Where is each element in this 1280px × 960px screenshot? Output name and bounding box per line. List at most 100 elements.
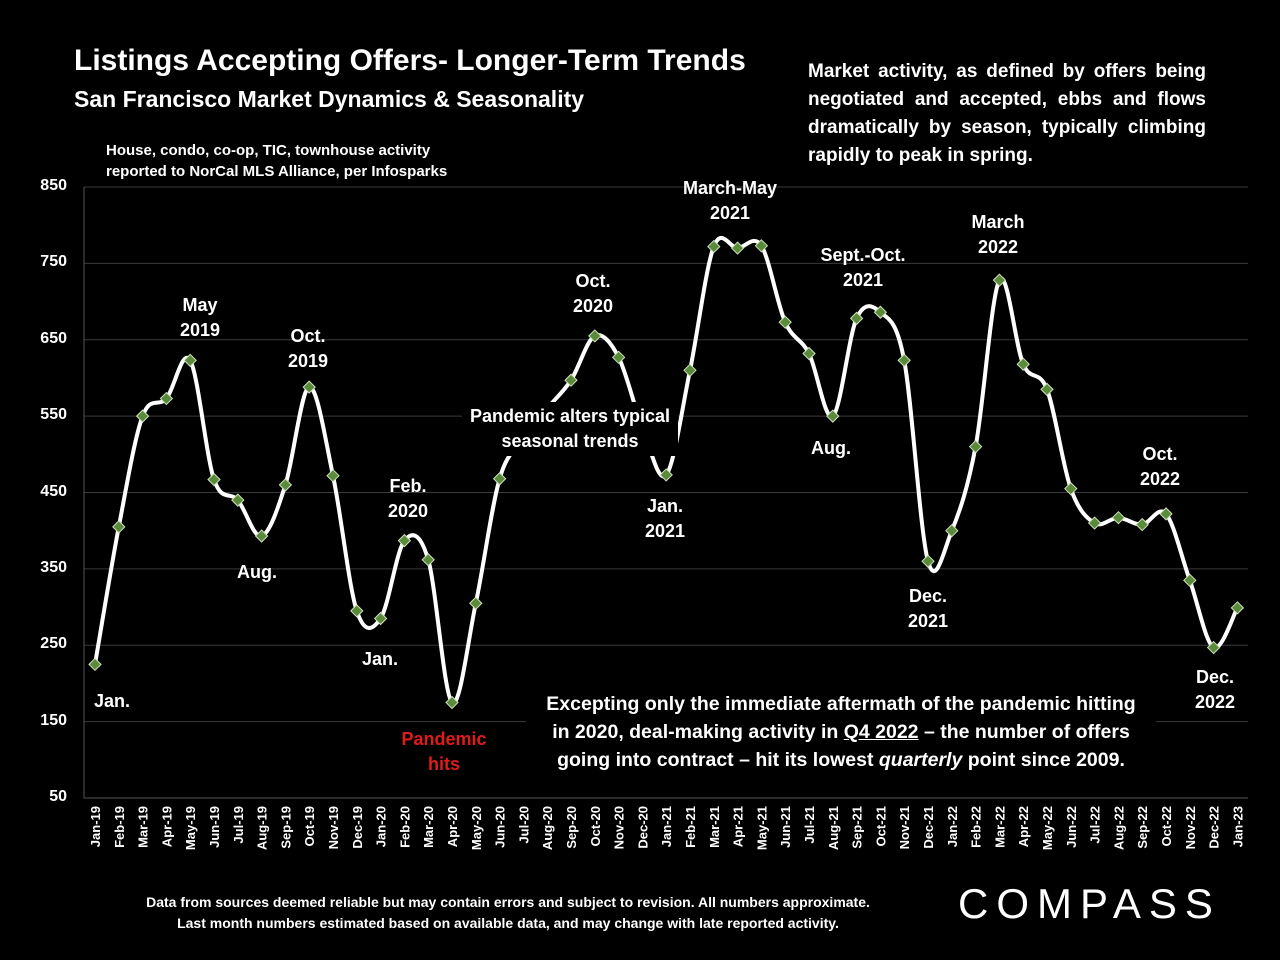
annot-aug-2019: Aug. <box>237 562 277 582</box>
data-point-marker <box>231 493 245 507</box>
annot-text: in 2020, deal-making activity in <box>552 721 844 743</box>
data-point-marker <box>754 239 769 253</box>
data-point-marker <box>350 604 364 618</box>
data-point-marker <box>492 472 507 486</box>
y-tick-label: 550 <box>40 406 67 424</box>
x-tick-label: Feb-20 <box>397 806 412 848</box>
annot-q4-2022-note: Excepting only the immediate aftermath o… <box>526 688 1156 776</box>
x-tick-label: Nov-21 <box>897 806 912 849</box>
footnote: Data from sources deemed reliable but ma… <box>90 892 926 934</box>
data-point-marker <box>373 611 388 626</box>
data-point-marker <box>421 553 435 567</box>
data-point-marker <box>254 529 269 543</box>
x-tick-label: Dec-21 <box>921 806 936 849</box>
data-point-marker <box>135 409 150 423</box>
x-tick-label: Sep-20 <box>564 806 579 849</box>
x-tick-label: Jun-22 <box>1064 806 1079 848</box>
source-note-line: House, condo, co-op, TIC, townhouse acti… <box>106 142 431 159</box>
x-tick-label: Oct-19 <box>302 806 317 846</box>
data-point-marker <box>945 523 959 538</box>
annot-dec-2021: Dec. 2021 <box>908 584 948 634</box>
annot-oct-2019: Oct. 2019 <box>288 324 328 374</box>
x-tick-label: Oct-21 <box>873 806 888 846</box>
x-tick-label: Jan-19 <box>88 806 103 847</box>
x-tick-label: Oct-20 <box>588 806 603 846</box>
data-point-marker <box>611 350 626 365</box>
y-tick-label: 150 <box>40 711 67 729</box>
x-tick-label: Apr-19 <box>159 806 174 847</box>
annot-line: Dec. <box>1195 667 1235 687</box>
x-tick-label: Jan-22 <box>945 806 960 847</box>
annot-line: 2021 <box>644 521 686 541</box>
annot-line: March <box>971 212 1025 232</box>
source-note: House, condo, co-op, TIC, townhouse acti… <box>106 140 526 182</box>
data-point-marker <box>112 520 126 534</box>
data-point-marker <box>778 315 792 329</box>
x-tick-label: Dec-22 <box>1207 806 1222 849</box>
annot-oct-2020: Oct. 2020 <box>573 269 613 319</box>
data-point-marker <box>802 346 816 361</box>
annot-text: going into contract – hit its lowest <box>557 749 879 771</box>
data-point-marker <box>1064 481 1078 496</box>
data-point-marker <box>588 329 602 343</box>
x-tick-label: May-21 <box>754 806 769 850</box>
data-point-marker <box>445 695 459 710</box>
annot-text: – the number of offers <box>918 721 1130 743</box>
annot-line: 2020 <box>572 296 614 316</box>
annot-pandemic-hits: Pandemic hits <box>401 727 486 777</box>
data-point-marker <box>897 353 911 368</box>
y-tick-label: 750 <box>40 253 67 271</box>
data-point-marker <box>849 311 864 326</box>
data-point-marker <box>992 273 1007 287</box>
annot-may-2019: May 2019 <box>180 293 220 343</box>
annot-text-italic: quarterly <box>878 749 963 771</box>
annot-line: Jan. <box>646 496 684 516</box>
x-tick-label: Feb-22 <box>969 806 984 848</box>
footnote-line: Last month numbers estimated based on av… <box>177 915 839 931</box>
annot-line: Oct. <box>575 271 611 291</box>
x-tick-label: Sep-19 <box>278 806 293 849</box>
annot-line: Oct. <box>1142 444 1178 464</box>
source-note-line: reported to NorCal MLS Alliance, per Inf… <box>106 163 448 180</box>
annot-line: 2021 <box>709 203 751 223</box>
x-tick-label: Jun-21 <box>778 806 793 848</box>
annot-line: Pandemic <box>401 729 487 749</box>
y-tick-label: 450 <box>40 482 67 500</box>
x-tick-label: Nov-19 <box>326 806 341 849</box>
x-tick-label: May-20 <box>469 806 484 850</box>
annot-aug-2021: Aug. <box>811 438 851 458</box>
page-subtitle: San Francisco Market Dynamics & Seasonal… <box>74 86 585 112</box>
x-tick-label: Nov-22 <box>1183 806 1198 849</box>
compass-logo: COMPASS <box>958 880 1221 927</box>
x-tick-label: Mar-21 <box>707 806 722 848</box>
data-point-marker <box>564 373 578 387</box>
y-tick-label: 50 <box>49 788 67 805</box>
annot-text: point since 2009. <box>962 749 1125 771</box>
x-tick-label: Mar-20 <box>421 806 436 848</box>
x-tick-label: Mar-19 <box>136 806 151 848</box>
x-tick-label: Aug-21 <box>826 806 841 850</box>
annot-line: Sept.-Oct. <box>820 245 906 265</box>
data-point-marker <box>968 439 983 454</box>
data-point-marker <box>1159 507 1173 521</box>
data-point-marker <box>921 554 935 568</box>
annot-jan-2020: Jan. <box>361 649 399 669</box>
y-tick-label: 250 <box>40 635 67 653</box>
annot-line: March-May <box>682 178 778 198</box>
annot-line: 2022 <box>977 237 1019 257</box>
x-tick-label: Oct-22 <box>1159 806 1174 846</box>
x-tick-label: Feb-21 <box>683 806 698 848</box>
page-title: Listings Accepting Offers- Longer-Term T… <box>74 44 746 77</box>
y-tick-label: 850 <box>40 177 67 194</box>
annot-pandemic-alters: Pandemic alters typical seasonal trends <box>462 402 678 456</box>
x-tick-label: Apr-20 <box>445 806 460 847</box>
annot-line: Dec. <box>908 586 948 606</box>
annot-dec-2022: Dec. 2022 <box>1195 665 1235 715</box>
data-point-marker <box>1111 510 1126 525</box>
annot-line: 2021 <box>842 270 884 290</box>
x-tick-label: Feb-19 <box>112 806 127 848</box>
data-point-marker <box>826 409 840 423</box>
x-tick-label: Apr-21 <box>731 806 746 847</box>
x-tick-label: Sep-22 <box>1135 806 1150 849</box>
data-point-marker <box>183 353 197 368</box>
